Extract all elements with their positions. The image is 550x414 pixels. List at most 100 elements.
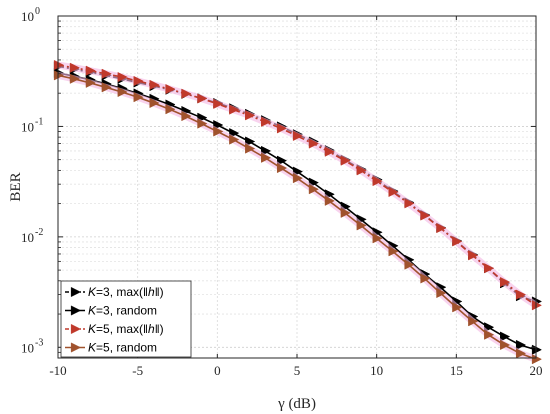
series-point — [213, 98, 224, 109]
series-point — [276, 123, 288, 134]
y-tick-exponent: -2 — [35, 227, 43, 238]
legend-label-part: K — [88, 322, 97, 336]
series-point — [85, 77, 96, 88]
legend-label-part: K — [88, 304, 97, 318]
series-point — [420, 273, 431, 284]
series-point — [452, 302, 463, 313]
legend-label-part: ‖) — [155, 285, 164, 299]
series-point — [484, 329, 495, 340]
series-2 — [53, 59, 543, 311]
series-point — [101, 68, 112, 79]
series-point — [292, 173, 304, 184]
legend-label: K=3, max(‖h‖) — [88, 285, 164, 299]
series-point — [181, 111, 192, 122]
series-point — [515, 348, 527, 359]
series-point — [53, 70, 65, 81]
series-point — [515, 289, 527, 300]
series-point — [452, 236, 463, 247]
series-point — [404, 198, 415, 209]
series-point — [69, 73, 80, 84]
legend-entry: K=5, max(‖h‖) — [65, 322, 164, 336]
legend-label-part: h — [148, 322, 155, 336]
series-point — [197, 93, 208, 104]
series-point — [468, 316, 479, 327]
legend-marker — [70, 286, 82, 298]
series-point — [276, 162, 288, 174]
series-point — [229, 134, 240, 145]
legend-label-part: =3, random — [96, 304, 157, 318]
series-point — [356, 165, 367, 176]
series-point — [420, 210, 431, 221]
legend-entry: K=5, random — [65, 341, 157, 355]
series-point — [53, 59, 65, 71]
series-point — [261, 152, 272, 163]
series-point — [245, 110, 256, 121]
series-point — [340, 207, 351, 218]
series-point — [213, 126, 224, 137]
x-tick-label: -5 — [132, 363, 143, 378]
y-tick-exponent: -3 — [35, 337, 43, 348]
series-point — [436, 287, 447, 299]
series-point — [133, 75, 144, 87]
series-point — [500, 276, 511, 288]
legend-entry: K=3, random — [65, 304, 157, 318]
series-point — [324, 146, 335, 157]
series-point — [117, 86, 128, 98]
legend-marker — [70, 342, 82, 353]
series-point — [436, 223, 447, 234]
legend-label-part: =3, max(‖ — [96, 285, 148, 299]
legend-entry: K=3, max(‖h‖) — [65, 285, 164, 299]
series-point — [324, 195, 335, 206]
legend-label-part: =5, random — [96, 341, 157, 355]
legend-label: K=3, random — [88, 304, 157, 318]
series-point — [388, 186, 399, 198]
legend-label: K=5, random — [88, 341, 157, 355]
series-point — [292, 130, 304, 142]
y-tick-exponent: 0 — [35, 6, 40, 17]
series-point — [356, 220, 367, 231]
series-point — [229, 104, 240, 115]
y-tick-label: 10 — [21, 230, 34, 245]
legend-label-part: =5, max(‖ — [96, 322, 148, 336]
x-tick-label: 0 — [214, 363, 221, 378]
series-point — [531, 300, 543, 311]
series-point — [165, 104, 176, 115]
legend-marker — [70, 305, 82, 316]
series-point — [340, 155, 351, 166]
y-tick-label: 10 — [21, 9, 34, 24]
series-point — [69, 62, 80, 73]
series-point — [531, 344, 543, 355]
series-point — [117, 71, 128, 83]
series-layer — [53, 59, 543, 365]
y-axis-label: BER — [8, 172, 24, 201]
x-tick-label: -10 — [49, 363, 66, 378]
series-point — [133, 92, 144, 103]
series-3 — [53, 70, 543, 365]
legend-label: K=5, max(‖h‖) — [88, 322, 164, 336]
series-point — [101, 82, 112, 93]
x-tick-label: 10 — [370, 363, 383, 378]
x-axis-label: γ (dB) — [277, 396, 316, 412]
series-point — [308, 138, 319, 149]
legend-marker — [70, 323, 82, 335]
series-point — [85, 65, 96, 76]
series-point — [372, 176, 383, 187]
x-tick-label: 5 — [294, 363, 301, 378]
series-point — [261, 116, 272, 127]
series-point — [197, 118, 208, 129]
y-tick-exponent: -1 — [35, 116, 43, 127]
legend-label-part: ‖) — [155, 322, 164, 336]
series-point — [500, 331, 511, 342]
series-point — [149, 97, 160, 109]
series-point — [500, 339, 511, 351]
series-point — [308, 184, 319, 195]
series-point — [484, 263, 495, 274]
x-tick-label: 20 — [530, 363, 543, 378]
series-point — [531, 354, 543, 365]
legend-label-part: K — [88, 285, 97, 299]
series-point — [149, 79, 160, 90]
series-point — [388, 246, 399, 257]
